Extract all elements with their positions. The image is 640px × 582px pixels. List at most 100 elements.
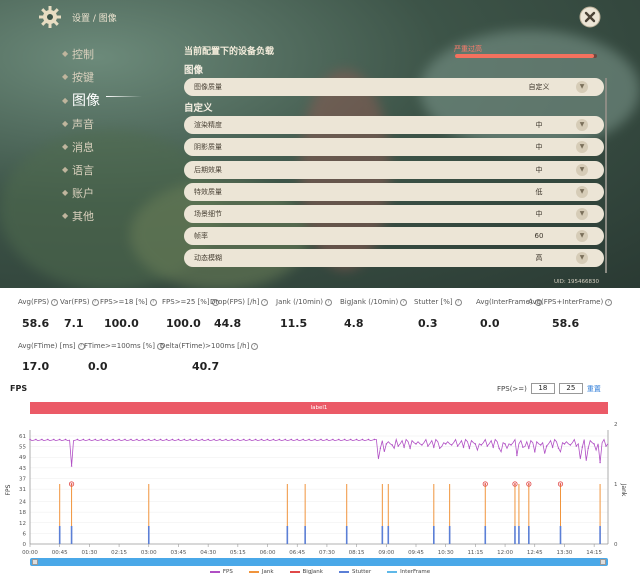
setting-row-5[interactable]: 帧率 60 ▼ [184, 227, 604, 246]
legend-item-interframe[interactable]: InterFrame [387, 569, 430, 575]
setting-row-6[interactable]: 动态模糊 高 ▼ [184, 249, 604, 268]
setting-row-3[interactable]: 特效质量 低 ▼ [184, 182, 604, 201]
timeline-scrollbar[interactable] [30, 558, 608, 566]
fps-point [445, 443, 447, 445]
fps-point [433, 446, 435, 448]
stat-label: FTime>=100ms [%]? [84, 342, 164, 350]
legend-item-jank[interactable]: Jank [248, 569, 274, 575]
close-icon[interactable] [579, 6, 601, 28]
fps-line [29, 437, 609, 467]
diamond-icon: ◆ [62, 49, 69, 58]
y-tick-label: 6 [23, 531, 27, 537]
fps-point [142, 438, 144, 441]
setting-row-1[interactable]: 阴影质量 中 ▼ [184, 138, 604, 157]
stat-value: 40.7 [192, 360, 220, 373]
help-icon[interactable]: ? [605, 298, 613, 306]
setting-row-0[interactable]: 渲染精度 中 ▼ [184, 116, 604, 135]
chevron-down-icon[interactable]: ▼ [576, 252, 588, 265]
device-load-bar [455, 54, 597, 58]
scroll-handle-left[interactable] [32, 559, 38, 565]
chevron-down-icon[interactable]: ▼ [576, 141, 588, 154]
help-icon[interactable]: ? [77, 342, 85, 350]
setting-row-4[interactable]: 场景细节 中 ▼ [184, 204, 604, 223]
stat-label: Avg(FTime) [ms]? [18, 342, 85, 350]
menu-item-4[interactable]: ◆ 消息 [62, 135, 172, 158]
help-icon[interactable]: ? [400, 298, 408, 306]
fps-point [278, 438, 281, 441]
x-tick-label: 10:30 [438, 550, 454, 556]
stat-value: 58.6 [22, 317, 50, 330]
menu-item-6[interactable]: ◆ 账户 [62, 181, 172, 204]
menu-item-7[interactable]: ◆ 其他 [62, 204, 172, 227]
chevron-down-icon[interactable]: ▼ [576, 207, 588, 220]
setting-value: 中 [535, 143, 543, 152]
chevron-down-icon[interactable]: ▼ [576, 163, 588, 176]
y-tick-label: 61 [19, 434, 26, 440]
setting-label: 动态模糊 [194, 254, 222, 263]
stat-label: FPS>=25 [%]? [162, 298, 219, 306]
menu-item-0[interactable]: ◆ 控制 [62, 42, 172, 65]
scroll-handle-right[interactable] [600, 559, 606, 565]
fps-point [522, 446, 524, 448]
help-icon[interactable]: ? [534, 298, 542, 306]
fps-point [480, 444, 482, 446]
help-icon[interactable]: ? [261, 298, 269, 306]
help-icon[interactable]: ? [91, 298, 99, 306]
chevron-down-icon[interactable]: ▼ [576, 81, 588, 93]
fps-point [243, 438, 245, 441]
fps-point [219, 438, 221, 441]
stat-label: BigJank (/10min)? [340, 298, 408, 306]
help-icon[interactable]: ? [325, 298, 332, 306]
stat-value: 11.5 [280, 317, 308, 330]
help-icon[interactable]: ? [149, 298, 157, 306]
chevron-down-icon[interactable]: ▼ [576, 185, 588, 198]
menu-item-1[interactable]: ◆ 按键 [62, 65, 172, 88]
legend-item-stutter[interactable]: Stutter [338, 569, 371, 575]
stat-value: 100.0 [104, 317, 139, 330]
fps-point [450, 444, 453, 446]
setting-label: 阴影质量 [194, 143, 222, 152]
chevron-down-icon[interactable]: ▼ [576, 119, 588, 132]
help-icon[interactable]: ? [454, 298, 462, 306]
help-icon[interactable]: ? [211, 298, 219, 306]
fps-point [106, 438, 108, 441]
label-band[interactable]: label1 [30, 402, 608, 414]
menu-item-5[interactable]: ◆ 语言 [62, 158, 172, 181]
legend-item-bigjank[interactable]: BigJank [289, 569, 323, 575]
fps-threshold-1-input[interactable]: 18 [530, 383, 555, 394]
help-icon[interactable]: ? [251, 342, 259, 350]
fps-point [284, 438, 286, 441]
help-icon[interactable]: ? [51, 298, 59, 306]
fps-point [427, 445, 429, 447]
reset-button[interactable]: 重置 [586, 384, 601, 393]
fps-point [231, 438, 233, 441]
fps-point [545, 445, 548, 447]
setting-image-quality[interactable]: 图像质量 自定义 ▼ [184, 78, 604, 96]
setting-value: 中 [535, 165, 543, 174]
legend-swatch [289, 570, 300, 573]
menu-item-2[interactable]: ◆ 图像 [62, 88, 172, 112]
fps-point [338, 438, 340, 441]
stat-label: Avg(FPS)? [18, 298, 59, 306]
fps-point [171, 438, 174, 441]
section-custom: 自定义 [184, 103, 213, 115]
game-settings-screen: 设置 / 图像 ◆ 控制 ◆ 按键 ◆ 图像 ◆ 声音 ◆ 消息 ◆ 语言 ◆ 账户 ◆ 其他 当前配置下的设… [0, 0, 640, 288]
setting-row-2[interactable]: 后期效果 中 ▼ [184, 160, 604, 179]
help-icon[interactable]: ? [156, 342, 164, 350]
fps-point [94, 438, 97, 441]
fps-point [350, 438, 352, 441]
stat-value: 0.0 [88, 360, 108, 373]
legend-item-fps[interactable]: FPS [209, 569, 233, 575]
fps-point [308, 438, 310, 441]
diamond-icon: ◆ [62, 165, 69, 174]
stat-value: 0.0 [480, 317, 500, 330]
fps-point [373, 438, 376, 441]
settings-scrollbar[interactable] [605, 78, 607, 273]
fps-point [201, 438, 203, 441]
fps-threshold-2-input[interactable]: 25 [558, 383, 583, 394]
y-tick-label: 31 [19, 487, 26, 493]
chevron-down-icon[interactable]: ▼ [576, 230, 588, 243]
y2-axis-title: Jank [620, 483, 627, 497]
fps-point [302, 438, 304, 441]
menu-item-3[interactable]: ◆ 声音 [62, 112, 172, 135]
